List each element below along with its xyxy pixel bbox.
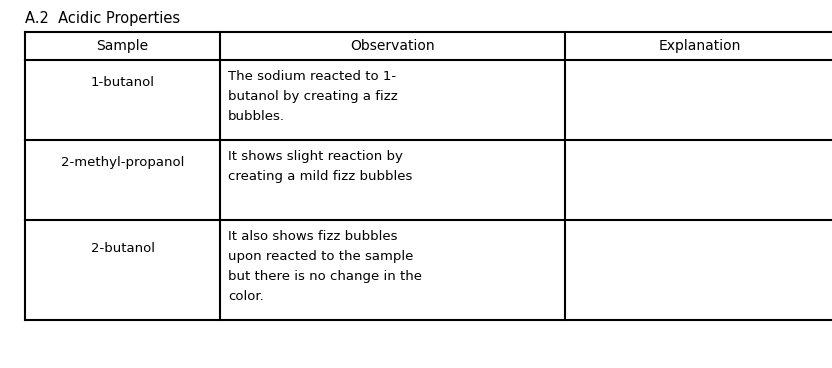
Text: 1-butanol: 1-butanol — [91, 76, 155, 89]
Text: Observation: Observation — [350, 39, 435, 53]
Text: It also shows fizz bubbles
upon reacted to the sample
but there is no change in : It also shows fizz bubbles upon reacted … — [228, 230, 422, 303]
Text: The sodium reacted to 1-
butanol by creating a fizz
bubbles.: The sodium reacted to 1- butanol by crea… — [228, 70, 398, 123]
Text: Sample: Sample — [97, 39, 149, 53]
Text: It shows slight reaction by
creating a mild fizz bubbles: It shows slight reaction by creating a m… — [228, 150, 413, 183]
Text: A.2  Acidic Properties: A.2 Acidic Properties — [25, 11, 180, 26]
Text: 2-methyl-propanol: 2-methyl-propanol — [61, 156, 184, 169]
Text: 2-butanol: 2-butanol — [91, 241, 155, 255]
Text: Explanation: Explanation — [659, 39, 741, 53]
